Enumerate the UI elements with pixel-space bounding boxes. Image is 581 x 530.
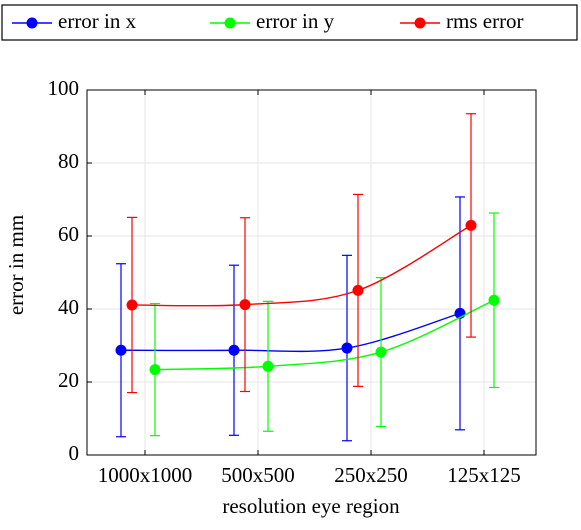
y-tick-label: 0 [69,441,80,465]
legend-label: error in y [256,9,335,33]
x-tick-label: 500x500 [221,463,295,487]
legend-marker [26,17,38,29]
x-tick-label: 1000x1000 [98,463,193,487]
point [228,344,240,356]
y-tick-label: 60 [58,222,79,246]
point [149,364,161,376]
x-axis-label: resolution eye region [222,494,400,518]
plot-frame [86,89,537,456]
point [126,299,138,311]
point [375,346,387,358]
point [341,342,353,354]
x-tick-label: 125x125 [447,463,521,487]
y-tick-label: 80 [58,149,79,173]
y-tick-label: 100 [48,76,80,100]
point [115,344,127,356]
legend-label: rms error [446,9,524,33]
point [239,299,251,311]
y-tick-label: 40 [58,295,79,319]
series-line [154,299,495,371]
point [488,294,500,306]
y-axis-label: error in mm [4,215,28,315]
series-line [131,224,472,307]
x-tick-label: 250x250 [334,463,408,487]
legend-box [1,4,578,41]
series-line [120,312,461,353]
legend-marker [224,17,236,29]
point [352,284,364,296]
point [465,219,477,231]
y-tick-label: 20 [58,368,79,392]
legend-marker [414,17,426,29]
legend-label: error in x [58,9,137,33]
point [262,360,274,372]
